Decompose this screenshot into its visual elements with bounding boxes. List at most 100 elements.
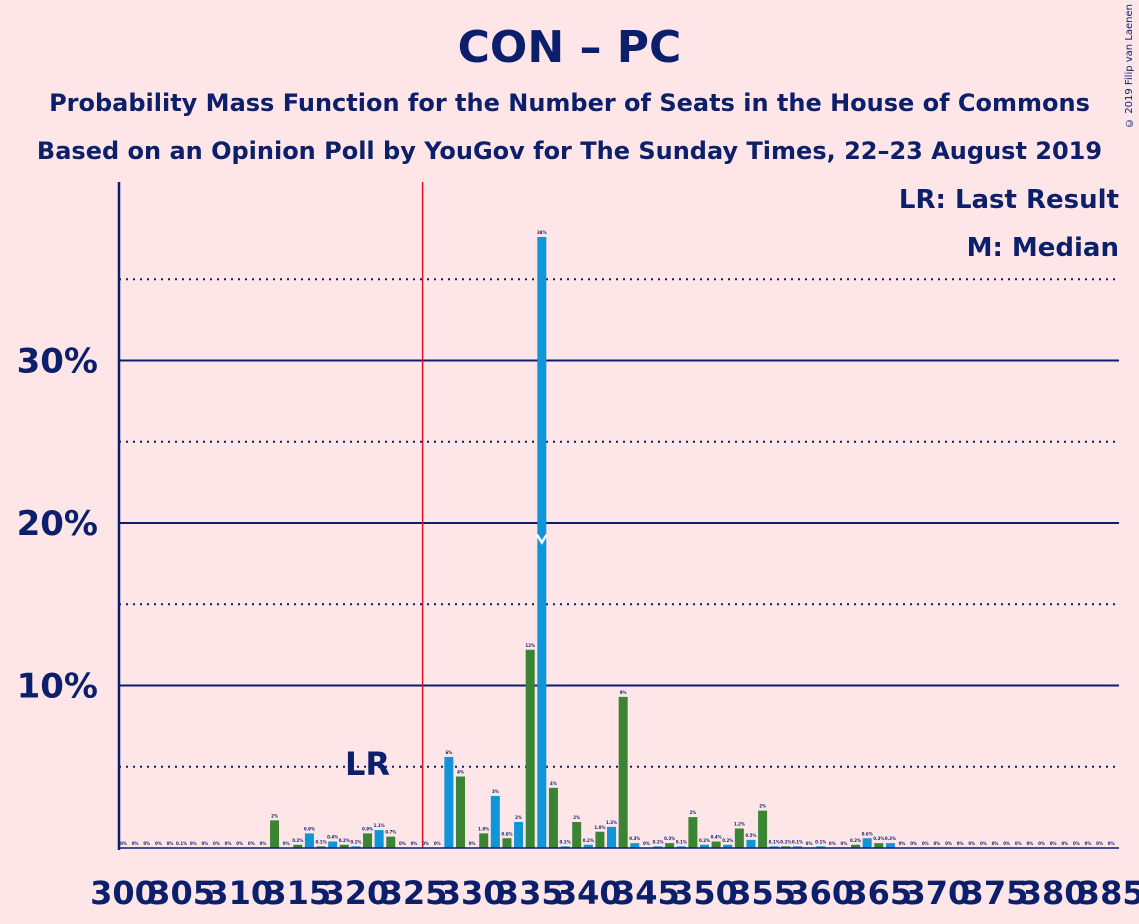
bar-value-label: 0%: [957, 841, 964, 846]
bar-value-label: 0%: [120, 841, 127, 846]
bar-value-label: 0%: [934, 841, 941, 846]
bar-value-label: 2%: [271, 813, 278, 818]
x-tick-label: 355: [729, 874, 796, 912]
bar-319: [339, 844, 349, 848]
bar-value-label: 0%: [399, 841, 406, 846]
bar-value-label: 0%: [980, 841, 987, 846]
bar-value-label: 0.1%: [792, 839, 803, 844]
bar-value-label: 0%: [1038, 841, 1045, 846]
bar-352: [723, 844, 733, 848]
bar-356: [769, 846, 779, 848]
x-tick-label: 340: [555, 874, 622, 912]
bar-value-label: 0%: [411, 841, 418, 846]
bar-348: [676, 846, 686, 848]
bar-value-label: 0.7%: [385, 830, 396, 835]
bar-value-label: 0%: [1050, 841, 1057, 846]
x-tick-label: 315: [264, 874, 331, 912]
bar-value-label: 4%: [550, 781, 557, 786]
bar-value-label: 0%: [910, 841, 917, 846]
bar-321: [363, 833, 373, 848]
bar-value-label: 0.1%: [780, 839, 791, 844]
bar-341: [595, 831, 605, 848]
bar-value-label: 0%: [283, 841, 290, 846]
bar-value-label: 0%: [260, 841, 267, 846]
bar-value-label: 9%: [620, 690, 627, 695]
bar-value-label: 2%: [573, 815, 580, 820]
bar-value-label: 12%: [525, 643, 535, 648]
bar-317: [316, 846, 326, 848]
x-tick-label: 350: [671, 874, 738, 912]
chart-subtitle-2: Based on an Opinion Poll by YouGov for T…: [36, 137, 1103, 165]
bar-343: [618, 696, 628, 848]
bar-value-label: 0%: [1026, 841, 1033, 846]
bar-value-label: 0%: [236, 841, 243, 846]
bar-value-label: 0%: [968, 841, 975, 846]
bar-value-label: 0%: [469, 841, 476, 846]
bar-value-label: 0.4%: [711, 835, 722, 840]
x-tick-label: 330: [439, 874, 506, 912]
bar-value-label: 0%: [841, 841, 848, 846]
bar-value-label: 0%: [422, 841, 429, 846]
bar-value-label: 0%: [1096, 841, 1103, 846]
x-tick-label: 365: [845, 874, 912, 912]
bar-350: [700, 844, 709, 848]
bar-320: [351, 846, 361, 848]
bar-value-label: 0.3%: [664, 836, 675, 841]
bar-349: [688, 817, 698, 848]
median-marker: [535, 533, 548, 545]
bar-318: [328, 841, 338, 848]
bar-value-label: 0%: [434, 841, 441, 846]
bar-342: [607, 826, 617, 848]
bar-value-label: 0.2%: [583, 838, 594, 843]
bar-value-label: 0%: [922, 841, 929, 846]
bar-value-label: 0%: [167, 841, 174, 846]
x-tick-label: 300: [90, 874, 157, 912]
bar-346: [653, 846, 663, 848]
bar-value-label: 4%: [457, 770, 464, 775]
bar-value-label: 0%: [132, 841, 139, 846]
bar-351: [711, 841, 721, 848]
bar-365: [874, 843, 884, 848]
bar-357: [781, 846, 791, 848]
x-tick-label: 310: [206, 874, 273, 912]
bar-340: [583, 844, 593, 848]
bar-value-label: 0.2%: [850, 838, 861, 843]
bar-value-label: 1.1%: [374, 823, 385, 828]
x-tick-label: 325: [381, 874, 448, 912]
bar-363: [851, 844, 861, 848]
bar-value-label: 0.1%: [652, 839, 663, 844]
bar-value-label: 0.1%: [350, 839, 361, 844]
bar-323: [386, 836, 396, 848]
bar-value-label: 0.2%: [292, 838, 303, 843]
bar-value-label: 0.9%: [362, 826, 373, 831]
y-tick-label: 30%: [17, 342, 98, 382]
x-tick-label: 380: [1020, 874, 1087, 912]
bar-353: [734, 828, 744, 848]
bar-value-label: 2%: [515, 815, 522, 820]
bar-value-label: 0%: [829, 841, 836, 846]
bar-value-label: 0%: [1015, 841, 1022, 846]
x-tick-label: 360: [787, 874, 854, 912]
bar-value-label: 0%: [1085, 841, 1092, 846]
bar-value-label: 0%: [201, 841, 208, 846]
legend-last-result: LR: Last Result: [898, 185, 1119, 215]
bar-value-label: 3%: [492, 789, 499, 794]
bar-value-label: 0.2%: [722, 838, 733, 843]
x-tick-label: 305: [148, 874, 215, 912]
bar-338: [560, 846, 570, 848]
bar-value-label: 0.1%: [315, 839, 326, 844]
bar-354: [746, 839, 756, 848]
bar-334: [514, 822, 524, 848]
bar-value-label: 0.3%: [873, 836, 884, 841]
bar-value-label: 0%: [899, 841, 906, 846]
bar-358: [792, 846, 802, 848]
bar-value-label: 0.2%: [339, 838, 350, 843]
bar-344: [630, 843, 640, 848]
bar-360: [816, 846, 826, 848]
bar-value-label: 0%: [992, 841, 999, 846]
bar-329: [455, 776, 465, 848]
bar-value-label: 0.6%: [501, 831, 512, 836]
bar-value-label: 0.6%: [862, 831, 873, 836]
bar-355: [758, 810, 768, 848]
